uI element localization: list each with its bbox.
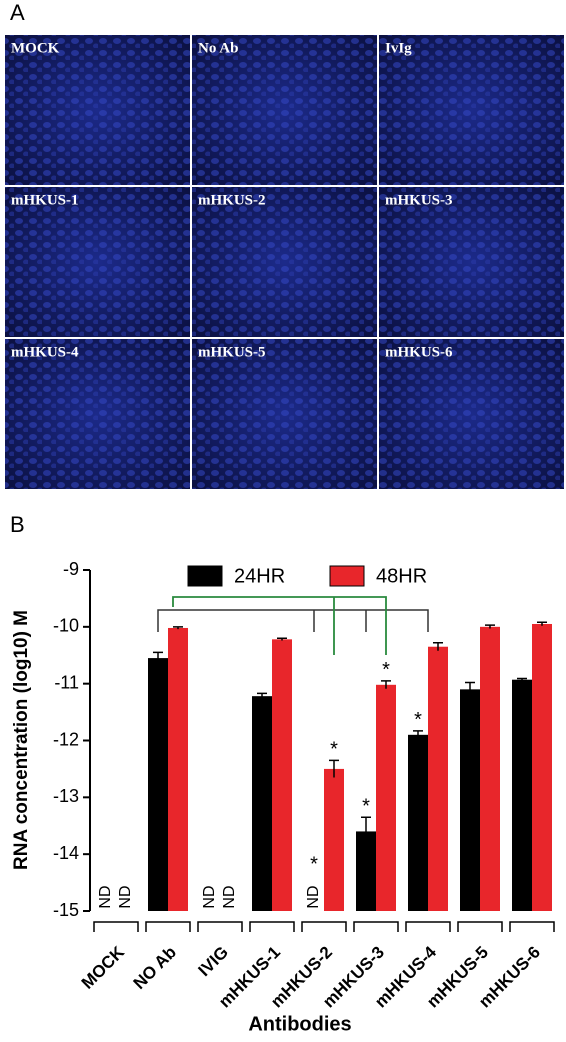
- category-bracket: [145, 921, 191, 932]
- legend-label: 24HR: [234, 565, 285, 587]
- category-bracket: [353, 921, 399, 932]
- x-tick-label: IVIG: [195, 943, 232, 980]
- x-tick-label: MOCK: [78, 942, 129, 993]
- micrograph-label: mHKUS-4: [11, 344, 79, 360]
- error-bar: [361, 816, 371, 846]
- micrograph-label: IvIg: [385, 40, 412, 56]
- legend-swatch: [329, 565, 365, 587]
- significance-marker: *: [414, 709, 422, 731]
- micrograph-nuclei: [379, 187, 564, 337]
- legend-label: 48HR: [376, 565, 427, 587]
- category-bracket: [509, 921, 555, 932]
- category-bracket: [457, 921, 503, 932]
- significance-marker: *: [310, 853, 318, 875]
- y-tick-label: -12: [53, 729, 79, 749]
- micrograph-label: MOCK: [11, 40, 60, 56]
- micrograph-nuclei: [379, 35, 564, 185]
- y-tick-label: -10: [53, 616, 79, 636]
- error-bar: [257, 692, 267, 700]
- category-bracket: [249, 921, 295, 932]
- error-bar: [173, 626, 183, 630]
- category-bracket: [301, 921, 347, 932]
- y-tick-label: -13: [53, 786, 79, 806]
- error-bar: [537, 621, 547, 626]
- micrograph-label: mHKUS-6: [385, 344, 453, 360]
- bar: [252, 696, 272, 911]
- micrograph-label: mHKUS-1: [11, 192, 79, 208]
- micrograph-nuclei: [192, 187, 377, 337]
- bar: [148, 658, 168, 911]
- comparison-bracket: [157, 609, 429, 632]
- bar: [356, 831, 376, 911]
- bar: [480, 626, 500, 911]
- bar: [376, 684, 396, 911]
- error-bar: [433, 641, 443, 651]
- bar: [408, 734, 428, 911]
- value-label: ND: [117, 885, 134, 908]
- comparison-bracket: [172, 596, 387, 655]
- micrograph-label: mHKUS-5: [198, 344, 266, 360]
- error-bar: [413, 730, 423, 739]
- significance-marker: *: [330, 739, 338, 761]
- micrograph-nuclei: [192, 35, 377, 185]
- panel-label: B: [10, 512, 25, 537]
- value-label: ND: [221, 885, 238, 908]
- panel-label: A: [10, 0, 25, 25]
- micrograph-nuclei: [5, 187, 190, 337]
- error-bar: [153, 651, 163, 664]
- x-axis-label: Antibodies: [248, 1013, 351, 1035]
- error-bar: [465, 681, 475, 697]
- x-tick-label: NO Ab: [130, 943, 180, 993]
- micrograph-nuclei: [5, 35, 190, 185]
- micrograph-label: mHKUS-3: [385, 192, 453, 208]
- error-bar: [381, 680, 391, 689]
- bar: [324, 768, 344, 911]
- error-bar: [517, 677, 527, 681]
- bar: [512, 679, 532, 911]
- micrograph-nuclei: [379, 339, 564, 489]
- category-bracket: [93, 921, 139, 932]
- error-bar: [329, 759, 339, 778]
- micrograph-label: mHKUS-2: [198, 192, 266, 208]
- y-tick-label: -9: [63, 559, 79, 579]
- micrograph-nuclei: [5, 339, 190, 489]
- bar: [460, 689, 480, 911]
- bar: [272, 639, 292, 911]
- error-bar: [277, 637, 287, 641]
- image-grid: MOCK No Ab IvIg mHKUS-1 mHKUS-2 mHKUS-3 mHKUS-…: [5, 35, 564, 489]
- value-label: ND: [97, 885, 114, 908]
- category-bracket: [405, 921, 451, 932]
- value-label: ND: [305, 885, 322, 908]
- value-label: ND: [201, 885, 218, 908]
- bar: [532, 623, 552, 911]
- micrograph-nuclei: [192, 339, 377, 489]
- y-tick-label: -14: [53, 843, 79, 863]
- micrograph-label: No Ab: [198, 40, 238, 56]
- y-tick-label: -15: [53, 900, 79, 920]
- category-bracket: [197, 921, 243, 932]
- bar: [428, 646, 448, 911]
- legend-swatch: [187, 565, 223, 587]
- bar: [168, 627, 188, 911]
- significance-marker: *: [382, 659, 390, 681]
- y-tick-label: -11: [54, 672, 79, 692]
- significance-marker: *: [362, 796, 370, 818]
- y-axis-label: RNA concentration (log10) M: [11, 610, 32, 870]
- error-bar: [485, 624, 495, 629]
